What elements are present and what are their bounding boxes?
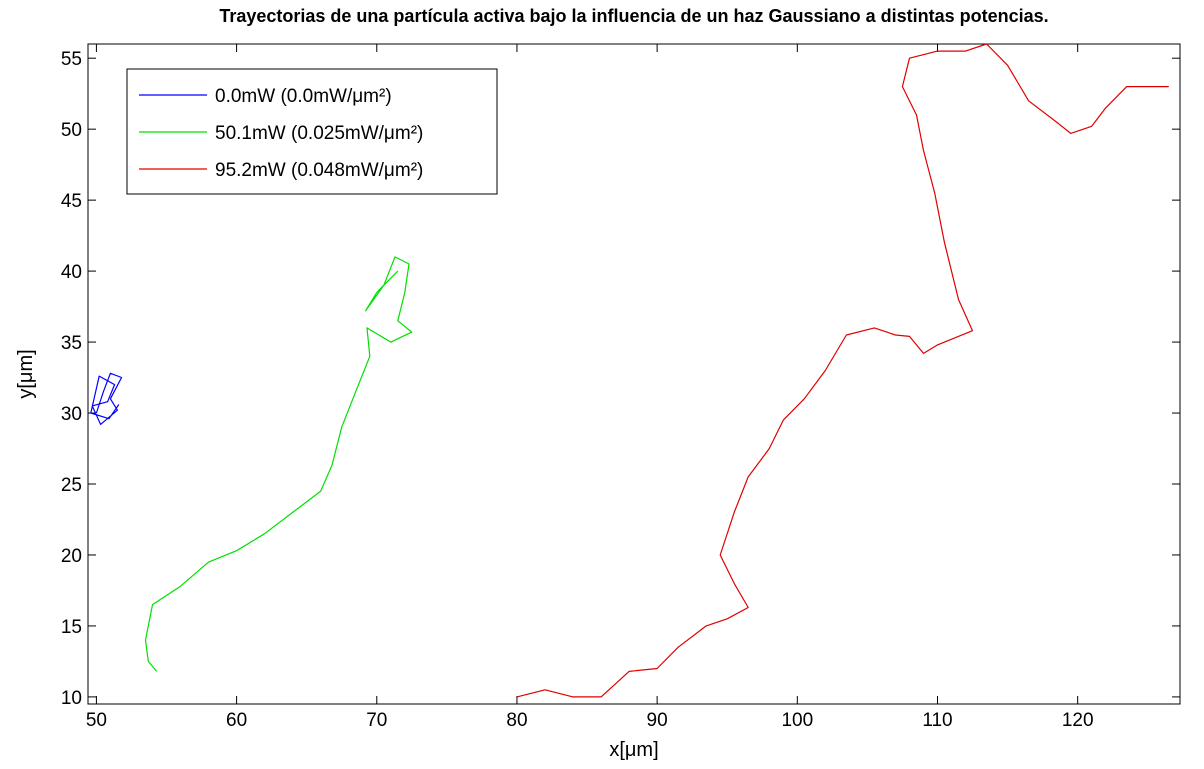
x-tick-label: 80: [506, 710, 527, 731]
y-tick-label: 40: [61, 262, 82, 283]
y-tick-label: 35: [61, 333, 82, 354]
trajectory-line: [90, 372, 123, 425]
y-tick-label: 25: [61, 475, 82, 496]
x-tick-label: 70: [366, 710, 387, 731]
y-tick-label: 45: [61, 191, 82, 212]
y-tick-label: 10: [61, 688, 82, 709]
y-axis-label: y[μm]: [15, 349, 37, 398]
chart-title: Trayectorias de una partícula activa baj…: [219, 6, 1048, 26]
legend-label: 50.1mW (0.025mW/μm²): [215, 123, 423, 144]
x-tick-label: 50: [86, 710, 107, 731]
trajectory-line: [144, 256, 413, 672]
y-tick-label: 20: [61, 546, 82, 567]
legend-label: 95.2mW (0.048mW/μm²): [215, 160, 423, 181]
y-tick-label: 50: [61, 120, 82, 141]
x-tick-label: 60: [226, 710, 247, 731]
y-tick-label: 30: [61, 404, 82, 425]
y-tick-label: 15: [61, 617, 82, 638]
y-tick-label: 55: [61, 49, 82, 70]
x-tick-label: 110: [922, 710, 952, 731]
legend-label: 0.0mW (0.0mW/μm²): [215, 86, 392, 107]
x-axis-label: x[μm]: [609, 739, 658, 761]
x-tick-label: 100: [781, 710, 813, 731]
trajectory-line: [516, 43, 1169, 698]
x-tick-label: 90: [647, 710, 668, 731]
x-tick-label: 120: [1062, 710, 1094, 731]
